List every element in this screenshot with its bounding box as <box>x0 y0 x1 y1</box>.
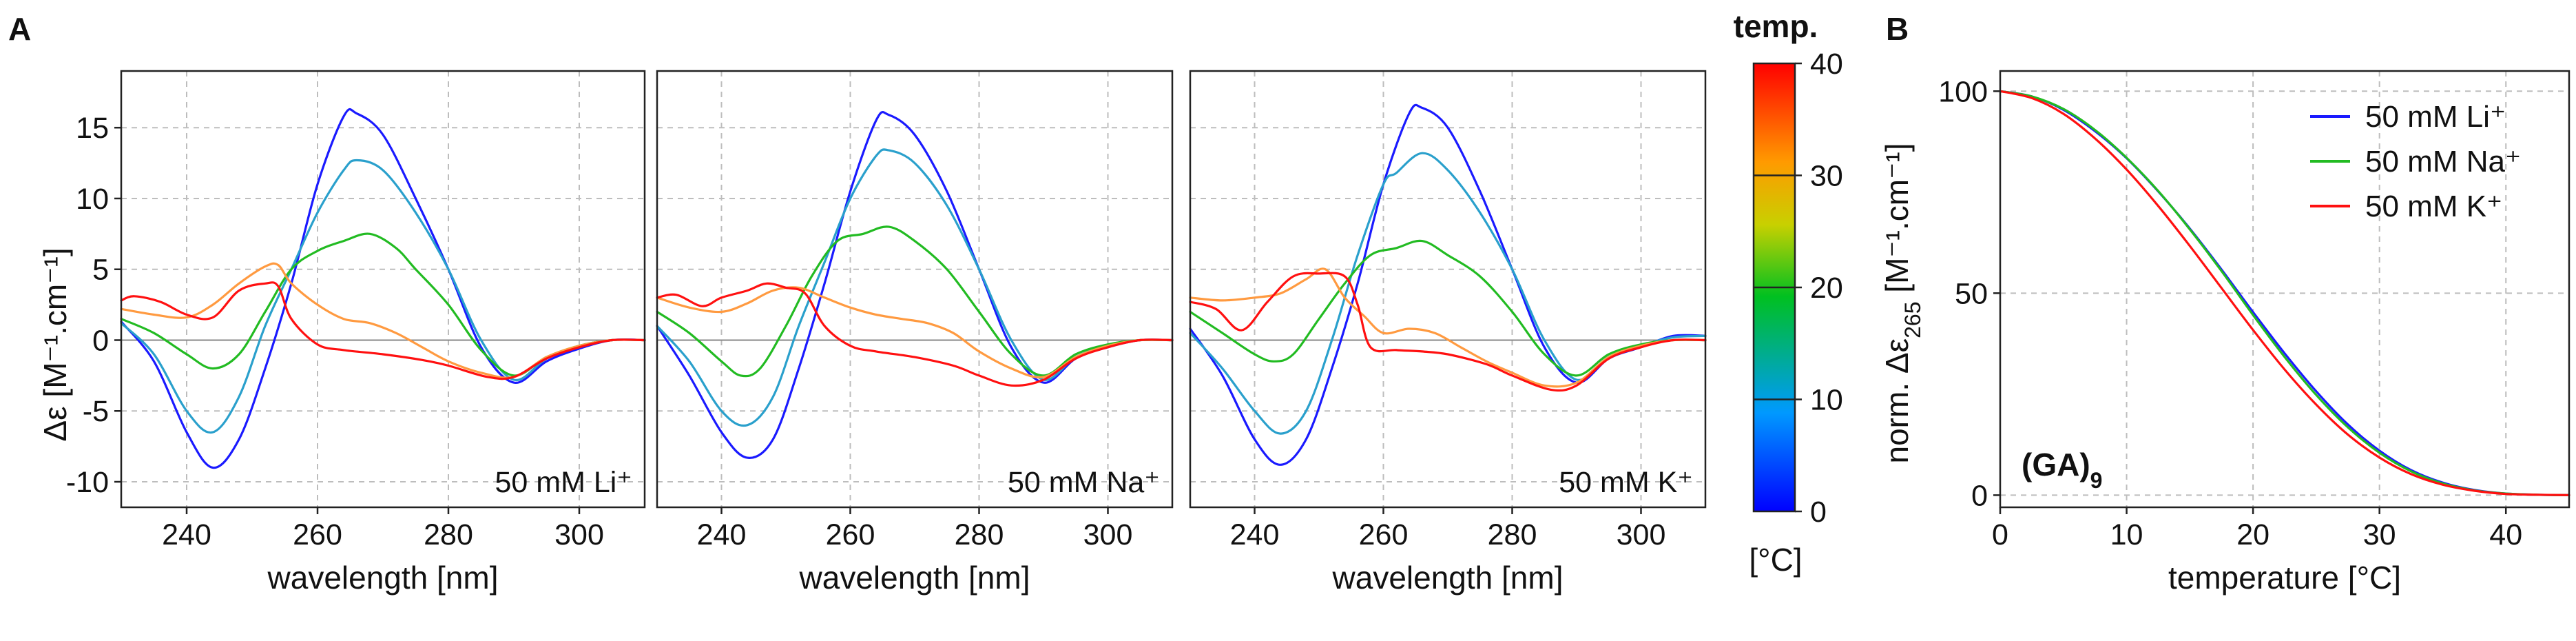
x-axis-label: wavelength [nm] <box>1332 560 1564 596</box>
colorbar-tick-label: 0 <box>1810 496 1827 529</box>
series-line-mmk <box>1999 90 2570 496</box>
legend-label: 50 mM Na⁺ <box>2365 145 2521 179</box>
y-tick-label: -5 <box>83 395 109 428</box>
y-tick-label: 50 <box>1955 277 1988 310</box>
series-line-30c <box>120 262 646 379</box>
x-tick-label: 260 <box>1359 518 1409 551</box>
x-axis-label: temperature [°C] <box>2168 560 2401 596</box>
x-tick-label: 280 <box>955 518 1004 551</box>
x-tick-label: 260 <box>826 518 875 551</box>
colorbar-unit: [°C] <box>1749 542 1802 578</box>
y-tick-label: 0 <box>92 324 109 357</box>
y-tick-label: 100 <box>1938 75 1988 108</box>
panel-b-ylabel-main: norm. Δε <box>1879 338 1915 464</box>
x-axis-label: wavelength [nm] <box>799 560 1030 596</box>
x-tick-label: 280 <box>1488 518 1537 551</box>
colorbar-title: temp. <box>1734 8 1818 44</box>
x-tick-label: 300 <box>1617 518 1666 551</box>
legend-label: 50 mM K⁺ <box>2365 190 2502 223</box>
series-line-10c <box>1189 152 1707 435</box>
plot-frame <box>1189 70 1707 509</box>
series-line-30c <box>1189 267 1707 388</box>
salt-condition-label: 50 mM Li⁺ <box>495 466 632 499</box>
y-tick-label: -10 <box>66 466 109 499</box>
sample-label-main: (GA) <box>2022 447 2090 482</box>
colorbar-tick-label: 30 <box>1810 160 1843 193</box>
salt-condition-label: 50 mM Na⁺ <box>1008 466 1160 499</box>
colorbar-tick-label: 10 <box>1810 384 1843 417</box>
cd-spectrum-li: 240 260 280 300 -10 -5 0 5 10 15 wavelength [nm] 50… <box>66 70 646 596</box>
series-line-40c <box>656 282 1174 387</box>
y-tick-label: 15 <box>76 112 109 145</box>
temperature-colorbar: temp. 0 10 20 30 40 [°C] <box>1734 8 1843 578</box>
series-line-10c <box>120 159 646 434</box>
y-tick-label: 0 <box>1971 479 1988 512</box>
melting-curve-chart: 0 10 20 30 40 0 50 100 temperature [°C] 50 mM Li⁺… <box>1938 70 2570 596</box>
x-tick-label: 300 <box>554 518 604 551</box>
x-tick-label: 240 <box>1230 518 1280 551</box>
legend-label: 50 mM Li⁺ <box>2365 100 2506 134</box>
series-line-20c <box>1189 239 1707 377</box>
panel-b-sample-label: (GA)9 <box>2022 447 2102 493</box>
panel-b-ylabel: norm. Δε265 [M⁻¹.cm⁻¹] <box>1879 143 1925 464</box>
plot-frame <box>120 70 646 509</box>
x-tick-label: 40 <box>2489 518 2522 551</box>
panel-a-ylabel: Δε [M⁻¹.cm⁻¹] <box>37 247 73 441</box>
x-tick-label: 30 <box>2363 518 2396 551</box>
x-tick-label: 280 <box>424 518 473 551</box>
series-line-40c <box>1189 272 1707 392</box>
panel-label-a: A <box>8 11 31 47</box>
plot-frame <box>1999 70 2570 509</box>
x-tick-label: 260 <box>293 518 342 551</box>
x-tick-label: 240 <box>162 518 211 551</box>
x-tick-label: 240 <box>697 518 747 551</box>
series-line-5c <box>656 111 1174 459</box>
series-line-30c <box>656 286 1174 379</box>
panel-b-ylabel-sub: 265 <box>1900 301 1925 338</box>
salt-condition-label: 50 mM K⁺ <box>1559 466 1693 499</box>
x-tick-label: 20 <box>2236 518 2269 551</box>
sample-label-sub: 9 <box>2090 468 2103 493</box>
x-tick-label: 0 <box>1992 518 2008 551</box>
colorbar-tick-label: 40 <box>1810 48 1843 81</box>
series-line-10c <box>656 148 1174 427</box>
cd-spectrum-k: 240 260 280 300 wavelength [nm] 50 mM K⁺ <box>1189 70 1707 596</box>
series-line-20c <box>656 225 1174 378</box>
colorbar-tick-label: 20 <box>1810 272 1843 305</box>
series-line-5c <box>120 108 646 469</box>
panel-label-b: B <box>1886 11 1909 47</box>
x-axis-label: wavelength [nm] <box>267 560 499 596</box>
x-tick-label: 10 <box>2110 518 2143 551</box>
panel-b-ylabel-unit: [M⁻¹.cm⁻¹] <box>1879 143 1915 302</box>
cd-spectrum-na: 240 260 280 300 wavelength [nm] 50 mM Na⁺ <box>656 70 1174 596</box>
y-tick-label: 5 <box>92 254 109 287</box>
y-tick-label: 10 <box>76 183 109 216</box>
x-tick-label: 300 <box>1083 518 1133 551</box>
plot-frame <box>656 70 1174 509</box>
series-line-40c <box>120 281 646 380</box>
